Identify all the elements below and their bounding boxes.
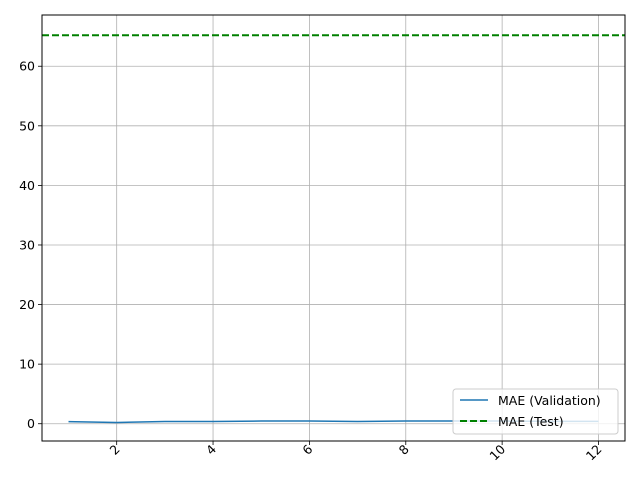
legend: MAE (Validation) MAE (Test) [452,388,619,435]
x-tick-label: 10 [486,441,508,463]
x-tick-label: 6 [299,441,315,457]
x-tick-label: 2 [107,442,123,458]
legend-box [452,388,619,435]
legend-label-validation: MAE (Validation) [498,393,601,408]
grid [42,15,625,441]
legend-label-test: MAE (Test) [498,414,564,429]
y-tick-label: 0 [27,416,35,431]
y-tick-label: 50 [19,118,35,133]
y-tick-label: 60 [19,59,35,74]
y-tick-label: 30 [19,237,35,252]
y-tick-label: 20 [19,297,35,312]
x-tick-label: 8 [396,441,412,457]
axes-frame [41,14,626,442]
y-tick-label: 10 [19,357,35,372]
x-tick-label: 12 [583,442,605,464]
x-tick-label: 4 [203,441,219,457]
y-tick-label: 40 [19,178,35,193]
